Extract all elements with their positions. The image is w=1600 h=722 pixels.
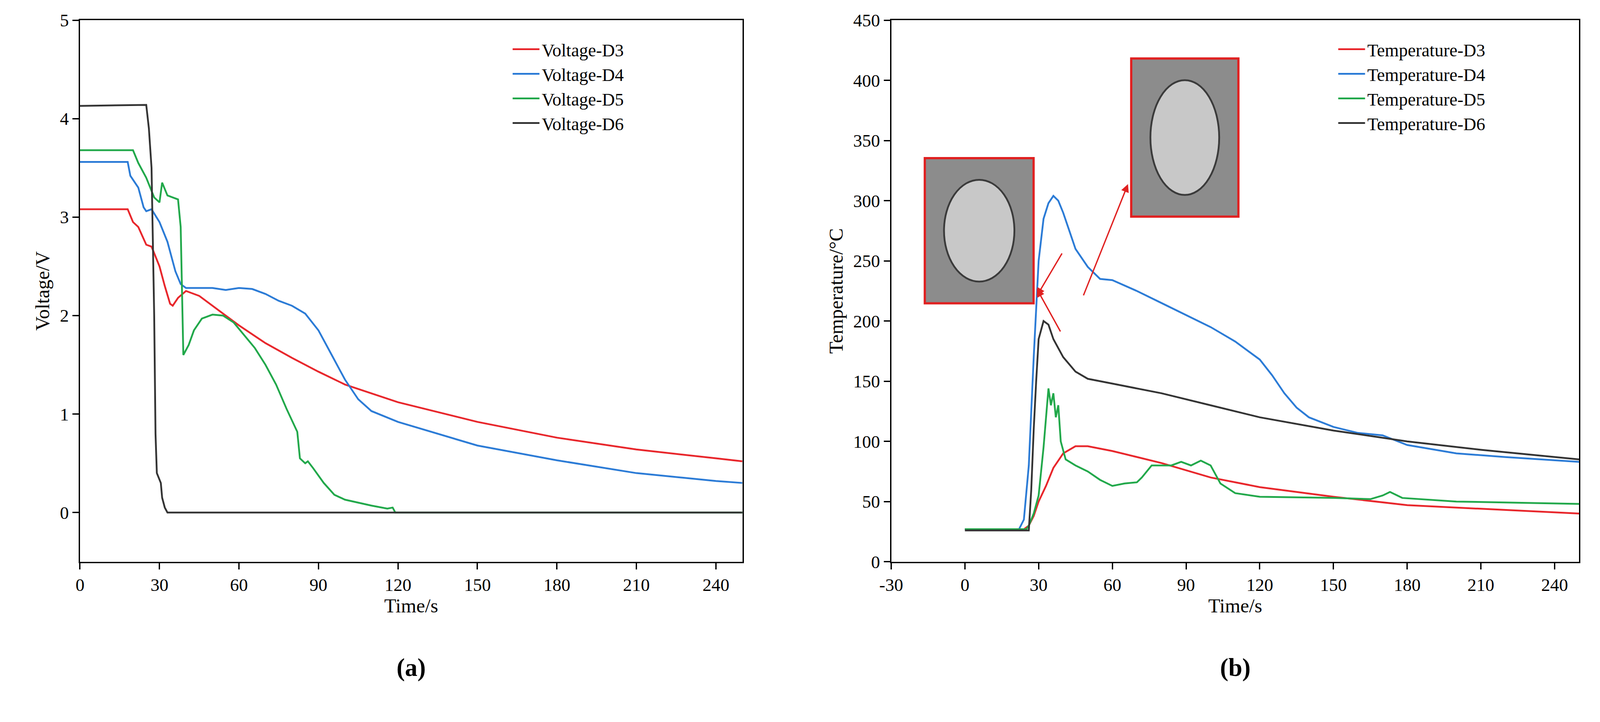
svg-text:Temperature-D4: Temperature-D4: [1367, 64, 1486, 85]
svg-text:0: 0: [75, 574, 85, 595]
svg-text:300: 300: [853, 190, 881, 212]
svg-text:30: 30: [1029, 574, 1048, 595]
svg-text:1: 1: [59, 404, 69, 425]
svg-text:0: 0: [871, 551, 881, 572]
svg-text:Temperature-D5: Temperature-D5: [1367, 89, 1486, 110]
svg-text:180: 180: [1393, 574, 1421, 595]
svg-text:120: 120: [1246, 574, 1274, 595]
svg-text:Voltage/V: Voltage/V: [31, 250, 54, 331]
svg-text:Voltage-D4: Voltage-D4: [541, 64, 625, 85]
svg-text:240: 240: [1541, 574, 1569, 595]
svg-text:150: 150: [1320, 574, 1347, 595]
svg-text:Voltage-D5: Voltage-D5: [541, 89, 625, 110]
svg-text:210: 210: [1467, 574, 1495, 595]
svg-text:120: 120: [384, 574, 412, 595]
svg-text:180: 180: [543, 574, 571, 595]
svg-text:30: 30: [150, 574, 169, 595]
svg-text:-30: -30: [879, 574, 904, 595]
svg-text:50: 50: [862, 491, 881, 512]
svg-text:5: 5: [59, 10, 69, 31]
svg-text:2: 2: [59, 305, 69, 326]
svg-text:150: 150: [464, 574, 491, 595]
svg-text:Time/s: Time/s: [384, 594, 439, 617]
svg-text:Voltage-D6: Voltage-D6: [541, 113, 625, 135]
svg-text:0: 0: [960, 574, 970, 595]
svg-text:(a): (a): [396, 653, 426, 682]
svg-text:0: 0: [59, 502, 69, 523]
svg-text:250: 250: [853, 250, 881, 271]
svg-text:Temperature-D3: Temperature-D3: [1367, 40, 1486, 61]
svg-text:90: 90: [309, 574, 328, 595]
svg-text:Temperature/°C: Temperature/°C: [825, 227, 848, 354]
svg-text:150: 150: [853, 371, 881, 392]
svg-text:Temperature-D6: Temperature-D6: [1367, 113, 1486, 135]
svg-text:90: 90: [1177, 574, 1195, 595]
svg-text:200: 200: [853, 311, 881, 332]
svg-text:350: 350: [853, 130, 881, 151]
svg-text:Voltage-D3: Voltage-D3: [541, 40, 625, 61]
svg-text:210: 210: [623, 574, 651, 595]
svg-text:60: 60: [1103, 574, 1122, 595]
svg-text:240: 240: [702, 574, 730, 595]
svg-text:3: 3: [59, 206, 69, 228]
svg-text:100: 100: [853, 431, 881, 452]
svg-text:400: 400: [853, 70, 881, 91]
svg-text:60: 60: [230, 574, 249, 595]
svg-text:Time/s: Time/s: [1208, 594, 1263, 617]
svg-text:450: 450: [853, 10, 881, 31]
svg-text:(b): (b): [1220, 653, 1251, 682]
svg-text:4: 4: [59, 108, 69, 129]
